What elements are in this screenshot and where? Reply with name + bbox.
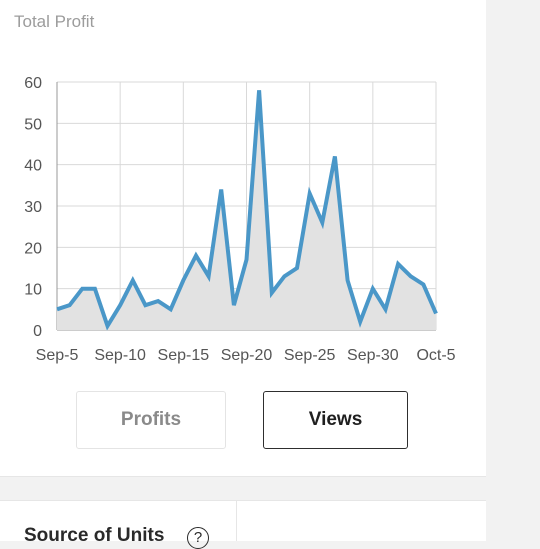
- help-icon[interactable]: ?: [187, 527, 209, 549]
- card-title: Total Profit: [14, 12, 94, 32]
- y-tick-label: 40: [24, 158, 42, 175]
- x-tick-label: Sep-30: [347, 347, 399, 364]
- total-profit-card: Total Profit 0 10 20 30 40 50 60 Sep-5 Sep-10 Se…: [0, 0, 486, 477]
- source-of-units-card: Source of Units ?: [0, 500, 486, 541]
- profit-chart: 0 10 20 30 40 50 60 Sep-5 Sep-10 Sep-15 Sep-20 Sep…: [0, 60, 486, 370]
- y-tick-label: 60: [24, 75, 42, 92]
- card-divider: [236, 501, 237, 541]
- x-tick-label: Sep-20: [221, 347, 273, 364]
- x-tick-label: Oct-5: [416, 347, 455, 364]
- y-tick-label: 20: [24, 240, 42, 257]
- x-tick-label: Sep-25: [284, 347, 336, 364]
- profits-toggle-button[interactable]: Profits: [76, 391, 226, 449]
- y-tick-label: 50: [24, 116, 42, 133]
- views-toggle-button[interactable]: Views: [263, 391, 408, 449]
- y-tick-label: 0: [33, 323, 42, 340]
- x-tick-label: Sep-10: [94, 347, 146, 364]
- y-tick-label: 30: [24, 199, 42, 216]
- source-of-units-title: Source of Units: [24, 525, 164, 547]
- x-tick-label: Sep-5: [36, 347, 79, 364]
- x-tick-label: Sep-15: [158, 347, 210, 364]
- y-tick-label: 10: [24, 282, 42, 299]
